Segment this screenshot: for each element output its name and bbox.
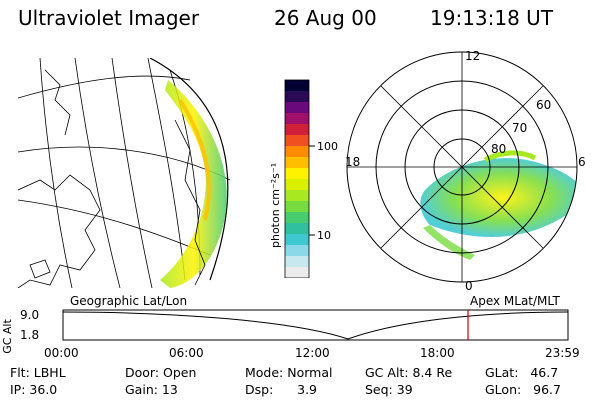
- altitude-frame: [62, 309, 569, 341]
- colorbar-cells: [285, 80, 309, 278]
- mlat-label-60: 60: [536, 98, 551, 112]
- colorbar-cell: [285, 91, 309, 103]
- instrument-title: Ultraviolet Imager: [18, 6, 200, 30]
- altitude-curve: [62, 311, 569, 340]
- mlt-label-6: 6: [578, 155, 586, 169]
- colorbar-cell: [285, 179, 309, 191]
- colorbar-cell: [285, 146, 309, 158]
- info-glat: GLat: 46.7: [485, 365, 559, 380]
- info-glon: GLon: 96.7: [485, 382, 561, 397]
- xtick-1200: 12:00: [295, 346, 330, 360]
- info-ip: IP: 36.0: [10, 382, 58, 397]
- xtick-0000: 00:00: [44, 346, 79, 360]
- colorbar-cell: [285, 234, 309, 246]
- geographic-map: [18, 58, 231, 288]
- altitude-ylabel: GC Alt: [0, 319, 14, 354]
- mlt-label-12: 12: [465, 49, 480, 63]
- info-gain: Gain: 13: [125, 382, 178, 397]
- colorbar-cell: [285, 157, 309, 169]
- colorbar-cell: [285, 102, 309, 114]
- colorbar: 100 10 photon cm⁻²s⁻¹: [269, 79, 338, 278]
- mlt-label-0: 0: [465, 279, 473, 293]
- polar-plot: 12 0 18 6 60 70 80: [345, 49, 586, 293]
- info-flt: Flt: LBHL: [10, 365, 66, 380]
- polar-label: Apex MLat/MLT: [470, 294, 560, 308]
- colorbar-frame: [284, 79, 310, 278]
- colorbar-cell: [285, 168, 309, 180]
- colorbar-label-10: 10: [317, 229, 331, 242]
- altitude-plot: [62, 309, 569, 341]
- colorbar-cell: [285, 256, 309, 268]
- info-seq: Seq: 39: [365, 382, 413, 397]
- info-dsp: Dsp: 3.9: [245, 382, 318, 397]
- date-label: 26 Aug 00: [274, 6, 377, 30]
- colorbar-cell: [285, 124, 309, 136]
- colorbar-cell: [285, 113, 309, 125]
- colorbar-cell: [285, 223, 309, 235]
- mlt-label-18: 18: [345, 155, 360, 169]
- colorbar-cell: [285, 212, 309, 224]
- xtick-2359: 23:59: [545, 346, 580, 360]
- altitude-ytick-high: 9.0: [20, 308, 40, 322]
- altitude-ylabel-wrap: GC Alt: [0, 318, 14, 354]
- mlat-label-80: 80: [491, 142, 506, 156]
- colorbar-cell: [285, 190, 309, 202]
- info-door: Door: Open: [125, 365, 197, 380]
- info-mode: Mode: Normal: [245, 365, 333, 380]
- colorbar-label-100: 100: [317, 140, 338, 153]
- mlat-label-70: 70: [512, 121, 527, 135]
- xtick-0600: 06:00: [169, 346, 204, 360]
- geographic-label: Geographic Lat/Lon: [70, 294, 188, 308]
- time-label: 19:13:18 UT: [430, 6, 554, 30]
- colorbar-cell: [285, 245, 309, 257]
- colorbar-cell: [285, 80, 309, 92]
- colorbar-cell: [285, 135, 309, 147]
- xtick-1800: 18:00: [420, 346, 455, 360]
- colorbar-unit-label: photon cm⁻²s⁻¹: [269, 163, 282, 248]
- info-gc-alt: GC Alt: 8.4 Re: [365, 365, 453, 380]
- polar-meridian-diag2: [380, 85, 544, 249]
- map-graticule: [18, 58, 231, 288]
- colorbar-cell: [285, 201, 309, 213]
- altitude-ytick-low: 1.8: [20, 328, 40, 342]
- colorbar-cell: [285, 267, 309, 278]
